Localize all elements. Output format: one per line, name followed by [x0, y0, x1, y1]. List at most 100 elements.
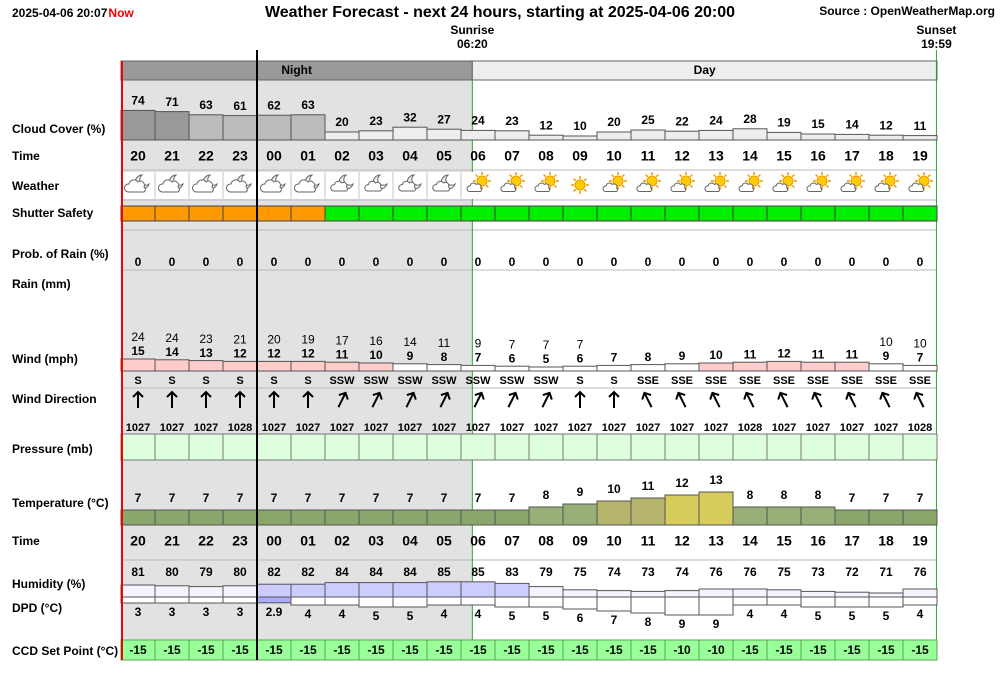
time: 04: [402, 148, 418, 164]
cloud-value: 20: [607, 115, 621, 129]
rain-prob: 0: [339, 255, 346, 269]
wind-speed: 9: [883, 349, 890, 363]
dpd-value: 4: [747, 607, 754, 621]
rain-prob: 0: [645, 255, 652, 269]
ccd-value: -15: [809, 643, 827, 657]
wind-arrow: [913, 391, 925, 408]
night-label: Night: [281, 63, 312, 77]
rain-prob: 0: [509, 255, 516, 269]
arrow: [507, 391, 519, 408]
humidity-value: 80: [233, 565, 247, 579]
time: 18: [878, 148, 894, 164]
wind-arrow: [641, 391, 653, 408]
time: 01: [300, 148, 316, 164]
shutter-cell: [596, 205, 632, 222]
wind-arrow: [405, 391, 417, 408]
arrow: [473, 391, 485, 408]
cloud: [840, 182, 857, 192]
time: 23: [232, 148, 248, 164]
time: 15: [776, 148, 792, 164]
shutter-cell: [290, 205, 326, 222]
rain-prob: 0: [407, 255, 414, 269]
cloud-value: 62: [267, 98, 281, 112]
row-label: Humidity (%): [12, 577, 85, 591]
wind-gust: 17: [335, 333, 349, 347]
cloud-value: 24: [709, 114, 723, 128]
shutter-cell: [154, 205, 190, 222]
sun-ray: [859, 174, 863, 178]
pressure-cell: [664, 433, 700, 461]
humidity-value: 76: [743, 565, 757, 579]
shutter-cell: [426, 205, 462, 222]
temp-bar: [766, 506, 802, 526]
rain-prob: 0: [747, 255, 754, 269]
time: 03: [368, 533, 384, 549]
wind-bar: [426, 364, 462, 372]
wind-arrow: [743, 391, 755, 408]
cloud-value: 24: [471, 114, 485, 128]
humidity-bar: [800, 590, 836, 598]
arrow: [337, 391, 349, 408]
cloud-bar: [154, 111, 190, 141]
pressure-cell: [902, 433, 938, 461]
wind-speed: 13: [199, 346, 213, 360]
shutter-cell: [528, 205, 564, 222]
temp-value: 7: [441, 491, 448, 505]
humidity-bar: [630, 590, 666, 598]
humidity-bar: [494, 582, 530, 598]
temp-bar: [732, 506, 768, 526]
wind-dir: SSW: [363, 375, 389, 387]
humidity-value: 84: [369, 565, 383, 579]
time: 10: [606, 533, 622, 549]
time: 03: [368, 148, 384, 164]
wind-bar: [698, 362, 734, 372]
sun: [680, 175, 692, 187]
arrow: [845, 391, 857, 408]
sun-ray: [927, 174, 931, 178]
shutter-cell: [732, 205, 768, 222]
wind-arrow: [473, 391, 485, 408]
pressure: 1027: [126, 422, 150, 434]
wind-gust: 24: [165, 331, 179, 345]
wind-bar: [834, 361, 870, 372]
temp-value: 7: [135, 491, 142, 505]
time: 01: [300, 533, 316, 549]
pressure-cell: [494, 433, 530, 461]
cloud: [158, 179, 180, 193]
weather-icon: [632, 172, 664, 199]
shutter-cell: [766, 205, 802, 222]
humidity-bar: [562, 589, 598, 598]
row-label: Pressure (mb): [12, 442, 93, 456]
temp-bar: [868, 509, 904, 526]
ccd-value: -15: [877, 643, 895, 657]
weather-icon: [530, 172, 562, 199]
weather-icon: [258, 172, 290, 199]
sun-ray: [543, 174, 547, 178]
wind-dir: SSW: [499, 375, 525, 387]
time: 12: [674, 533, 690, 549]
dpd-value: 5: [815, 609, 822, 623]
ccd-value: -15: [537, 643, 555, 657]
wind-dir: SSW: [397, 375, 423, 387]
dpd-bar: [290, 596, 326, 606]
pressure: 1027: [330, 422, 354, 434]
temp-value: 11: [642, 479, 655, 493]
pressure-cell: [596, 433, 632, 461]
row-label: Time: [12, 534, 40, 548]
wind-speed: 12: [233, 347, 247, 361]
humidity-bar: [868, 592, 904, 598]
humidity-bar: [154, 585, 190, 598]
humidity-bar: [528, 586, 564, 598]
wind-dir: SSE: [807, 375, 829, 387]
sun-ray: [883, 174, 887, 178]
sun-ray: [645, 174, 649, 178]
arrow: [541, 391, 553, 408]
time: 02: [334, 533, 350, 549]
pressure: 1027: [160, 422, 184, 434]
wind-dir: SSE: [773, 375, 795, 387]
cloud-value: 32: [403, 110, 417, 124]
sun-ray: [757, 184, 761, 188]
humidity-bar: [698, 588, 734, 598]
wind-bar: [766, 360, 802, 372]
dpd-bar: [902, 596, 938, 606]
